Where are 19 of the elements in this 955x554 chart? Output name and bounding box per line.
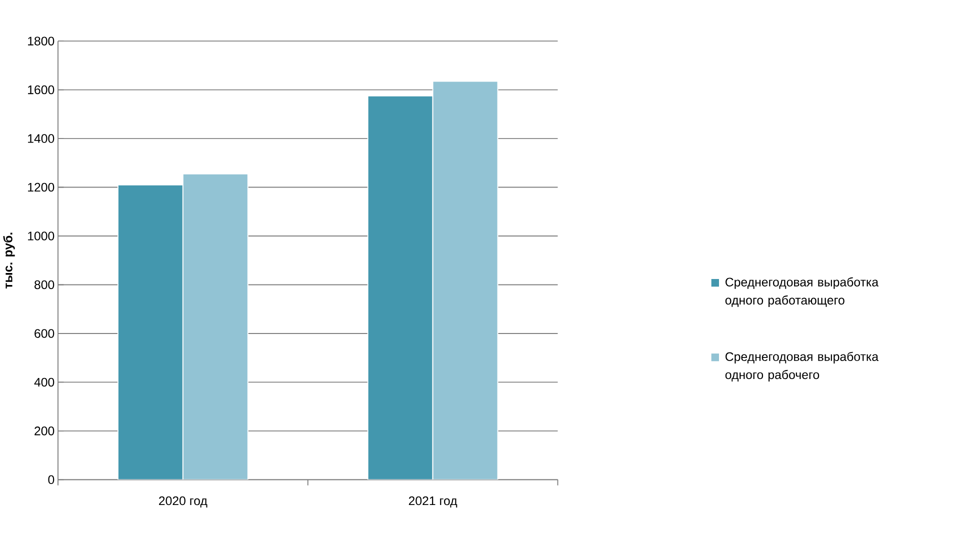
bar bbox=[367, 95, 434, 480]
bar bbox=[182, 173, 248, 480]
legend-label: Среднегодовая выработка одного рабочего bbox=[725, 352, 879, 382]
legend-label: Среднегодовая выработка одного работающего bbox=[725, 277, 879, 307]
y-tick-label: 0 bbox=[48, 475, 54, 484]
bar bbox=[432, 80, 498, 480]
y-tick-label: 1400 bbox=[28, 134, 54, 143]
bar bbox=[117, 184, 184, 480]
y-tick-label: 400 bbox=[34, 378, 54, 386]
x-tick-label: 2020 год bbox=[159, 496, 208, 508]
y-tick-label: 1000 bbox=[28, 232, 54, 240]
y-axis-title: тыс. руб. bbox=[3, 232, 15, 288]
x-tick-label: 2021 год bbox=[408, 496, 458, 508]
y-tick-label: 200 bbox=[34, 426, 54, 436]
y-tick-label: 600 bbox=[34, 328, 54, 338]
y-tick-label: 800 bbox=[34, 280, 54, 290]
y-tick-label: 1200 bbox=[28, 182, 54, 192]
y-tick-label: 1800 bbox=[28, 36, 54, 46]
y-tick-label: 1600 bbox=[28, 85, 54, 94]
